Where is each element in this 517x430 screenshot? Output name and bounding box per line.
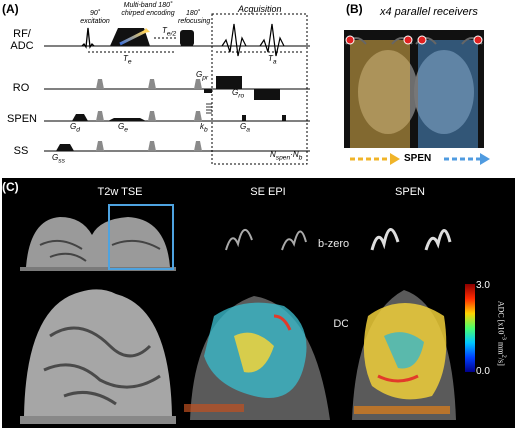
refocusing-note: 180˚ refocusing: [178, 10, 211, 25]
gd-gradient: [72, 114, 88, 121]
column-title-t2w: T2w TSE: [97, 186, 143, 198]
acquisition-box: [211, 13, 308, 165]
column-title-se-epi: SE EPI: [250, 186, 286, 198]
column-title-spen: SPEN: [395, 186, 425, 198]
panel-b-title: x4 parallel receivers: [380, 6, 478, 18]
acquisition-note: Acquisition: [238, 4, 282, 14]
acquisition-echo-2: [259, 23, 285, 57]
receiver-coil-2: [403, 35, 413, 45]
ge-gradient: [108, 118, 146, 121]
ta-symbol: Ta: [268, 54, 277, 66]
receiver-coil-4: [473, 35, 483, 45]
gss-symbol: Gss: [52, 153, 65, 165]
refocusing-pulse: [180, 30, 194, 46]
receiver-coil-3: [417, 35, 427, 45]
row-label-ss: SS: [13, 145, 29, 157]
row-label-spen: SPEN: [7, 113, 37, 125]
gro-gradient-1: [216, 76, 242, 89]
zoom-highlight-box: [108, 204, 174, 270]
spen-arrow-axis: [346, 150, 496, 168]
te-half-symbol: Te/2: [162, 26, 177, 38]
excitation-note: 90˚ excitation: [80, 10, 110, 25]
ge-symbol: Ge: [118, 122, 128, 134]
te-symbol: Te: [123, 54, 132, 66]
pulse-sequence-diagram: [44, 13, 310, 165]
spen-axis-label: SPEN: [404, 153, 432, 164]
colorbar-min: 0.0: [476, 366, 490, 377]
ga-symbol: Ga: [240, 122, 250, 134]
t2w-overview-image: [20, 205, 176, 271]
se-epi-bzero-image: [206, 206, 326, 262]
row-label-rf-adc: RF/ ADC: [10, 28, 34, 52]
kb-symbol: kb: [200, 122, 208, 134]
spen-adc-map: [348, 276, 458, 424]
colorbar-max: 3.0: [476, 280, 490, 291]
t2w-zoom-image: [20, 276, 176, 424]
acquisition-echo-1: [221, 23, 247, 57]
parallel-receivers-image: [344, 30, 484, 148]
gpr-symbol: Gpr: [196, 70, 209, 82]
row-label-ro: RO: [12, 82, 30, 94]
crusher-gradients: [96, 79, 202, 151]
colorbar-label: ADC [x10-3 mm2/s]: [496, 300, 508, 366]
excitation-pulse: [81, 27, 95, 49]
receiver-illustration: [344, 30, 484, 148]
gro-symbol: Gro: [232, 88, 245, 100]
receiver-coil-1: [345, 35, 355, 45]
gd-symbol: Gd: [70, 122, 80, 134]
gss-gradient: [56, 144, 74, 151]
spen-bzero-image: [362, 206, 468, 262]
se-epi-adc-map: [184, 276, 334, 424]
encoding-note: Multi-band 180˚ chirped encoding: [121, 2, 175, 17]
panel-a-label: (A): [2, 2, 19, 16]
nspen-nb-symbol: Nspen·Nb: [270, 150, 303, 162]
panel-c-label: (C): [2, 180, 19, 194]
gro-gradient-2: [254, 89, 280, 100]
adc-colorbar: [465, 284, 475, 372]
panel-b-label: (B): [346, 2, 363, 16]
gpr-gradient: [204, 89, 212, 93]
kb-blips: [206, 103, 212, 114]
row-label-b-zero: b-zero: [318, 238, 350, 250]
